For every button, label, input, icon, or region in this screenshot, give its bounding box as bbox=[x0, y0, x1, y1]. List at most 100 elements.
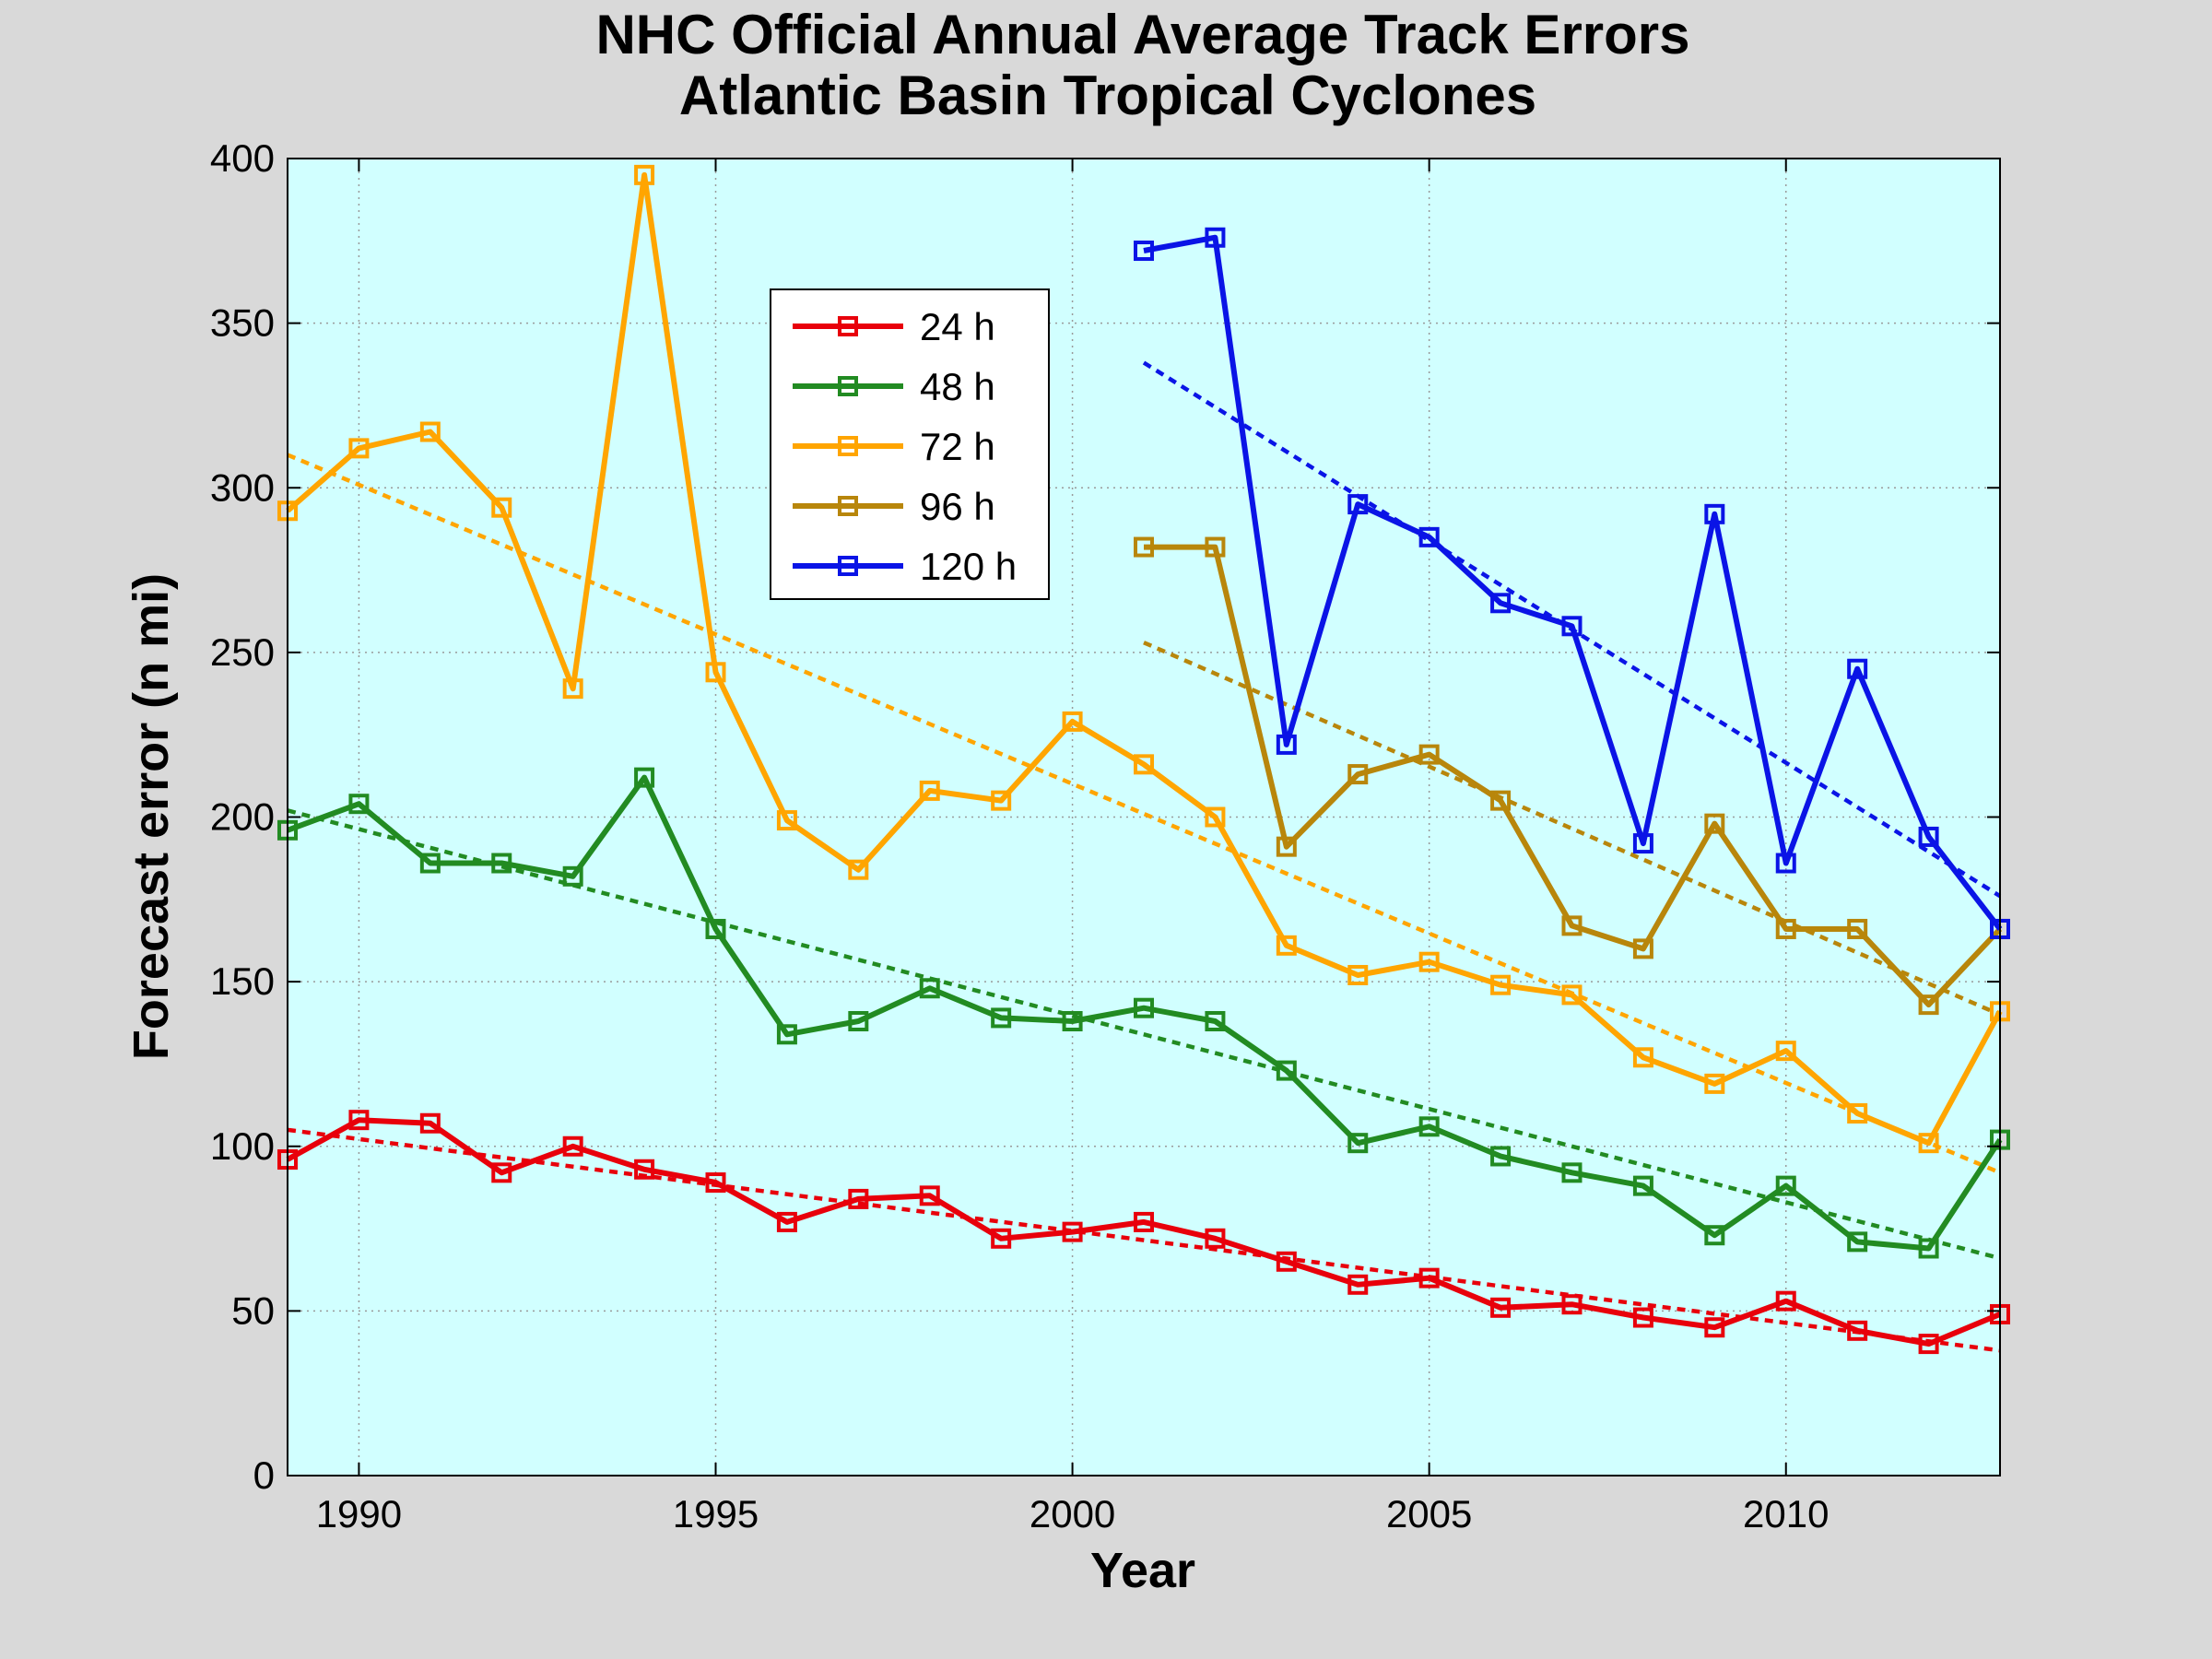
x-axis-title: Year bbox=[1090, 1543, 1195, 1598]
data-point-24h bbox=[1775, 1290, 1796, 1312]
data-point-48h bbox=[1418, 1116, 1440, 1137]
legend: 24 h 48 h 72 h 96 h 120 h bbox=[770, 288, 1050, 600]
data-point-72h bbox=[1062, 711, 1083, 732]
legend-item-48h: 48 h bbox=[793, 365, 995, 408]
data-point-120h bbox=[1704, 503, 1725, 524]
legend-box bbox=[770, 288, 1050, 600]
data-series bbox=[277, 164, 2010, 1355]
legend-label: 48 h bbox=[920, 365, 995, 408]
data-point-72h bbox=[348, 438, 370, 459]
data-point-48h bbox=[562, 865, 583, 887]
legend-item-120h: 120 h bbox=[793, 545, 1017, 588]
y-tick-label: 50 bbox=[231, 1288, 275, 1332]
data-point-72h bbox=[1418, 951, 1440, 972]
series-line-120h bbox=[1143, 234, 2003, 931]
y-tick-label: 100 bbox=[210, 1124, 275, 1168]
y-axis-title: Forecast error (n mi) bbox=[124, 573, 179, 1060]
series-line-72h bbox=[286, 171, 2003, 1147]
data-point-72h bbox=[848, 859, 869, 880]
chart-subtitle: Atlantic Basin Tropical Cyclones bbox=[679, 65, 1536, 126]
data-point-24h bbox=[1632, 1307, 1653, 1328]
data-point-48h bbox=[1490, 1146, 1512, 1167]
legend-marker bbox=[838, 376, 858, 396]
data-point-24h bbox=[1276, 1251, 1297, 1272]
data-point-24h bbox=[348, 1110, 370, 1131]
data-point-24h bbox=[1561, 1294, 1583, 1315]
data-point-120h bbox=[1561, 616, 1583, 637]
data-point-48h bbox=[1134, 997, 1154, 1018]
data-point-24h bbox=[919, 1185, 940, 1206]
data-point-48h bbox=[634, 767, 655, 788]
data-point-96h bbox=[1418, 744, 1440, 765]
data-point-24h bbox=[1062, 1221, 1083, 1242]
chart-title: NHC Official Annual Average Track Errors bbox=[595, 4, 1689, 65]
data-point-72h bbox=[1347, 964, 1369, 985]
y-tick-label: 250 bbox=[210, 630, 275, 674]
legend-marker bbox=[838, 496, 858, 516]
legend-label: 96 h bbox=[920, 485, 995, 528]
data-point-72h bbox=[1561, 984, 1583, 1006]
data-point-72h bbox=[1847, 1103, 1868, 1124]
y-tick-label: 0 bbox=[253, 1453, 275, 1497]
data-point-72h bbox=[919, 780, 940, 801]
data-point-48h bbox=[1847, 1231, 1868, 1253]
data-point-120h bbox=[1632, 833, 1653, 854]
data-point-24h bbox=[1490, 1297, 1512, 1318]
y-tick-label: 350 bbox=[210, 301, 275, 345]
legend-label: 24 h bbox=[920, 305, 995, 348]
data-point-48h bbox=[919, 978, 940, 999]
data-point-96h bbox=[1490, 790, 1512, 811]
legend-item-96h: 96 h bbox=[793, 485, 995, 528]
data-point-96h bbox=[1561, 915, 1583, 936]
data-point-48h bbox=[1347, 1133, 1369, 1154]
data-point-96h bbox=[1276, 836, 1297, 857]
data-point-96h bbox=[1847, 918, 1868, 939]
data-point-72h bbox=[491, 497, 512, 518]
x-tick-label: 2010 bbox=[1743, 1492, 1829, 1535]
data-point-120h bbox=[1775, 853, 1796, 874]
data-point-24h bbox=[491, 1162, 512, 1183]
data-point-120h bbox=[1276, 734, 1297, 755]
data-point-96h bbox=[1704, 813, 1725, 834]
data-point-24h bbox=[1205, 1228, 1226, 1249]
y-tick-label: 200 bbox=[210, 795, 275, 839]
data-point-48h bbox=[1062, 1010, 1083, 1031]
data-point-72h bbox=[1276, 935, 1297, 956]
data-point-48h bbox=[348, 794, 370, 815]
data-point-72h bbox=[705, 662, 726, 683]
legend-label: 120 h bbox=[920, 545, 1017, 588]
series-line-24h bbox=[286, 1117, 2002, 1347]
data-point-24h bbox=[634, 1159, 655, 1180]
data-point-96h bbox=[1632, 938, 1653, 959]
data-point-96h bbox=[1775, 918, 1796, 939]
data-point-72h bbox=[419, 421, 441, 442]
data-point-24h bbox=[1347, 1274, 1369, 1295]
data-point-48h bbox=[491, 853, 512, 874]
data-point-48h bbox=[705, 918, 726, 939]
series-line-48h bbox=[286, 774, 2003, 1252]
data-point-24h bbox=[419, 1112, 441, 1134]
y-tick-label: 300 bbox=[210, 465, 275, 509]
legend-marker bbox=[838, 436, 858, 456]
data-point-120h bbox=[1418, 526, 1440, 547]
legend-label: 72 h bbox=[920, 425, 995, 468]
data-point-24h bbox=[1704, 1317, 1725, 1338]
data-point-48h bbox=[1276, 1060, 1297, 1081]
data-point-72h bbox=[1134, 754, 1154, 775]
data-point-96h bbox=[1205, 536, 1226, 558]
data-point-72h bbox=[1704, 1073, 1725, 1094]
legend-marker bbox=[838, 556, 858, 576]
data-point-72h bbox=[1490, 974, 1512, 995]
data-point-48h bbox=[1205, 1010, 1226, 1031]
data-point-120h bbox=[1347, 494, 1369, 515]
x-tick-label: 1995 bbox=[673, 1492, 759, 1535]
data-point-24h bbox=[705, 1172, 726, 1194]
data-point-48h bbox=[1704, 1225, 1725, 1246]
series-96h bbox=[1134, 536, 2010, 1016]
data-point-24h bbox=[1847, 1320, 1868, 1341]
data-point-24h bbox=[776, 1211, 797, 1232]
legend-item-24h: 24 h bbox=[793, 305, 995, 348]
data-point-72h bbox=[776, 810, 797, 831]
data-point-72h bbox=[1775, 1041, 1796, 1062]
